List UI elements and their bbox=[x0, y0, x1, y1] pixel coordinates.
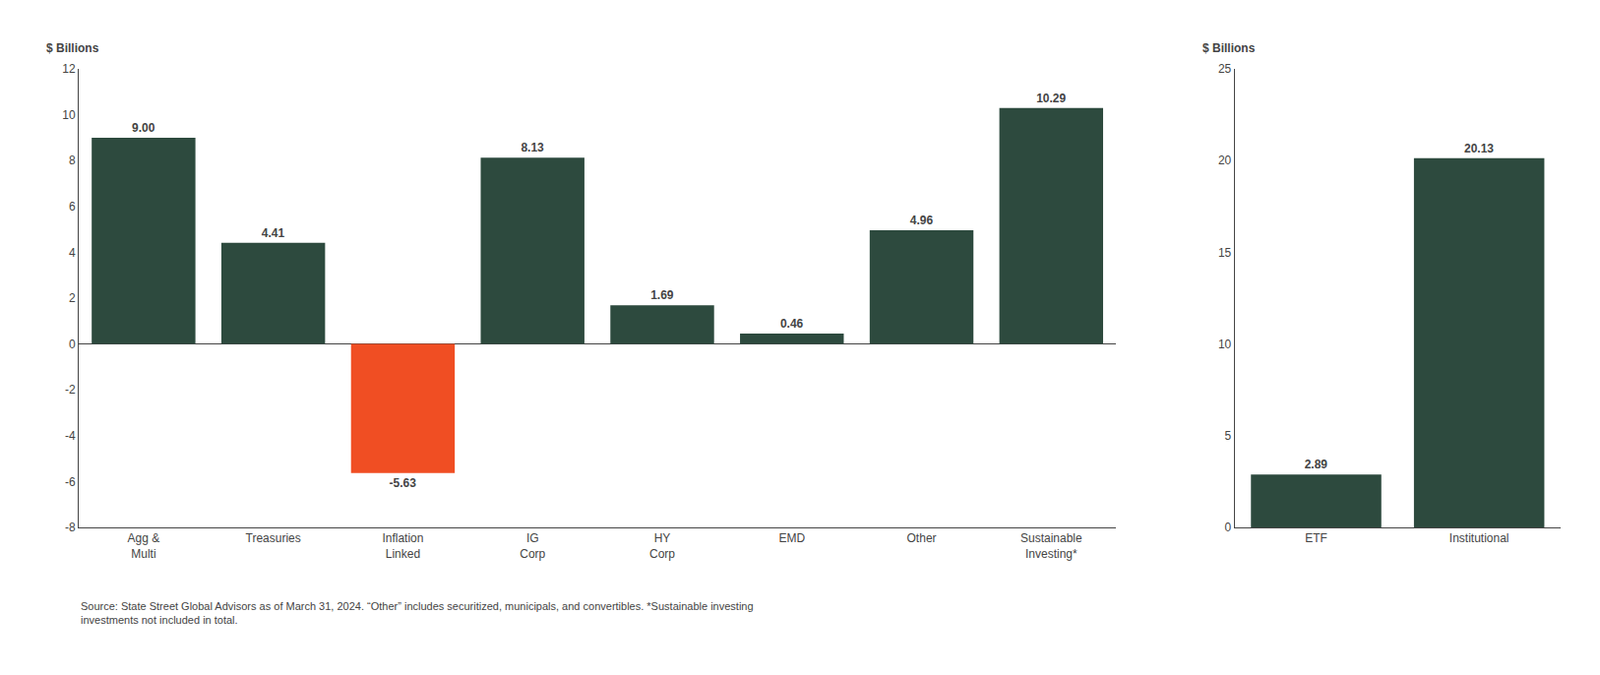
svg-text:8: 8 bbox=[68, 153, 76, 168]
svg-text:Source: State Street Global Ad: Source: State Street Global Advisors as … bbox=[80, 600, 754, 626]
svg-text:EMD: EMD bbox=[778, 531, 805, 546]
svg-text:HYCorp: HYCorp bbox=[649, 531, 676, 561]
svg-text:8.13: 8.13 bbox=[520, 140, 545, 155]
svg-text:0.46: 0.46 bbox=[780, 316, 804, 331]
svg-text:25: 25 bbox=[1218, 61, 1232, 76]
svg-text:10: 10 bbox=[1218, 337, 1232, 352]
svg-text:Other: Other bbox=[907, 531, 937, 546]
svg-text:12: 12 bbox=[61, 61, 76, 76]
svg-text:2: 2 bbox=[68, 291, 76, 306]
svg-text:InflationLinked: InflationLinked bbox=[381, 531, 424, 561]
svg-text:20.13: 20.13 bbox=[1464, 141, 1494, 156]
svg-text:Treasuries: Treasuries bbox=[246, 531, 302, 546]
svg-text:10.29: 10.29 bbox=[1036, 91, 1066, 106]
svg-text:-5.63: -5.63 bbox=[389, 476, 418, 491]
svg-text:-8: -8 bbox=[64, 520, 76, 535]
svg-text:0: 0 bbox=[1225, 520, 1232, 535]
svg-text:Agg &Multi: Agg &Multi bbox=[127, 531, 161, 561]
svg-text:4.41: 4.41 bbox=[261, 226, 286, 241]
svg-text:5: 5 bbox=[1225, 429, 1232, 443]
svg-text:6: 6 bbox=[68, 199, 76, 214]
svg-text:4: 4 bbox=[68, 246, 76, 260]
svg-text:4.96: 4.96 bbox=[910, 213, 934, 228]
svg-text:20: 20 bbox=[1218, 153, 1232, 168]
svg-text:2.89: 2.89 bbox=[1304, 457, 1329, 472]
svg-text:$ Billions: $ Billions bbox=[46, 41, 100, 56]
svg-text:15: 15 bbox=[1218, 246, 1232, 260]
svg-text:9.00: 9.00 bbox=[131, 121, 156, 135]
svg-text:SustainableInvesting*: SustainableInvesting* bbox=[1020, 531, 1083, 561]
svg-text:-6: -6 bbox=[64, 475, 76, 490]
svg-text:1.69: 1.69 bbox=[650, 288, 675, 303]
svg-text:-4: -4 bbox=[64, 429, 76, 443]
svg-text:-2: -2 bbox=[64, 382, 76, 397]
svg-text:$ Billions: $ Billions bbox=[1202, 41, 1256, 56]
svg-text:0: 0 bbox=[68, 337, 76, 352]
svg-text:IGCorp: IGCorp bbox=[519, 531, 546, 561]
svg-text:ETF: ETF bbox=[1304, 531, 1328, 546]
svg-text:10: 10 bbox=[61, 108, 76, 123]
svg-text:Institutional: Institutional bbox=[1449, 531, 1510, 546]
